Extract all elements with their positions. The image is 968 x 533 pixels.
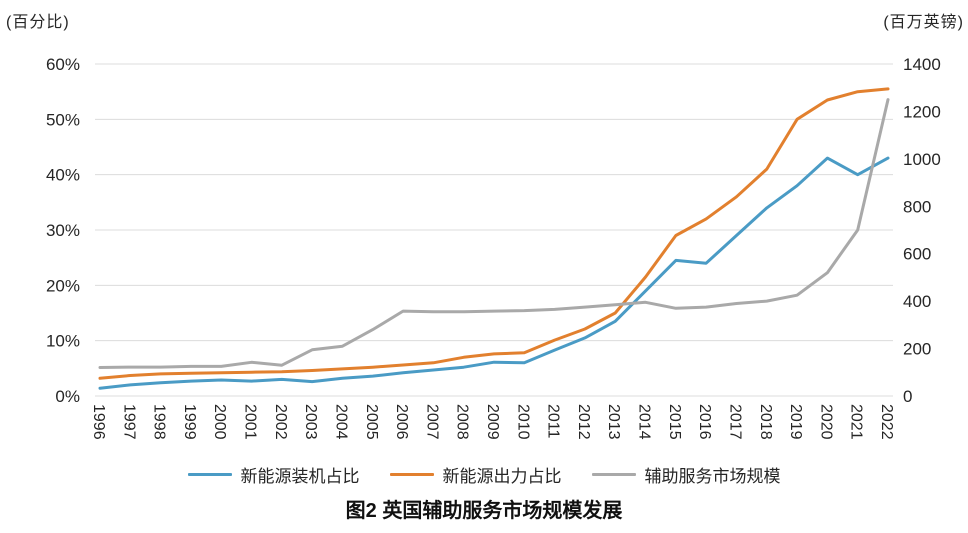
x-axis-tick-label: 2009 [484,404,501,440]
legend-line-output-share [389,473,434,476]
x-axis-tick-label: 2002 [272,404,289,440]
chart-caption: 图2 英国辅助服务市场规模发展 [345,500,623,522]
x-axis-tick-label: 2008 [454,404,471,440]
x-axis-tick-label: 2006 [393,404,410,440]
x-axis-tick-label: 2005 [363,404,380,440]
legend-line-market-size [591,473,636,476]
x-axis-tick-label: 1996 [90,404,107,440]
y-axis-tick-label-left: 0% [55,387,80,406]
y-axis-tick-label-left: 50% [46,110,80,129]
y-axis-tick-label-left: 30% [46,221,80,240]
series-line-installed-share [98,156,890,390]
x-axis-tick-label: 2004 [332,404,349,440]
x-axis-tick-label: 2017 [726,404,743,440]
line-chart: 0% 10% 20% 30% 40% 50% 60% 0 200 400 600 800 1000 120… [46,55,941,440]
y-axis-tick-label-left: 10% [46,332,80,351]
x-axis-tick-label: 2016 [696,404,713,440]
legend-label: 新能源装机占比 [240,467,360,486]
x-axis-tick-label: 2021 [848,404,865,440]
y-axis-tick-label-right: 0 [903,387,912,406]
y-axis-tick-label-right: 1000 [903,150,941,169]
x-axis-tick-label: 1999 [181,404,198,440]
x-axis-tick-label: 2011 [545,404,562,439]
x-axis-tick-label: 1997 [120,404,137,440]
x-axis-tick-label: 2013 [605,404,622,440]
legend-item-output-share: 新能源出力占比 [389,462,562,487]
x-axis-tick-label: 2020 [817,404,834,440]
legend-line-installed-share [187,473,232,476]
y-axis-tick-label-right: 800 [903,197,931,216]
y-axis-tick-label-right: 200 [903,340,931,359]
series-line-market-size [98,98,890,369]
x-axis-tick-label: 2018 [757,404,774,440]
y-axis-tick-label-right: 400 [903,292,931,311]
x-axis-tick-label: 2022 [878,404,895,440]
y-axis-tick-label-right: 600 [903,245,931,264]
legend-label: 辅助服务市场规模 [644,467,781,486]
x-axis-tick-label: 2015 [666,404,683,440]
left-axis-unit-label: (百分比) [6,14,70,31]
y-axis-tick-label-right: 1200 [903,102,941,121]
y-axis-tick-label-left: 60% [46,55,80,74]
right-axis-unit-label: (百万英镑) [883,14,964,31]
y-axis-tick-label-right: 1400 [903,55,941,74]
chart-legend: 新能源装机占比 新能源出力占比 辅助服务市场规模 [0,462,968,487]
series-line-output-share [98,87,890,380]
y-axis-tick-label-left: 20% [46,276,80,295]
x-axis-tick-label: 2003 [302,404,319,440]
x-axis-tick-label: 2010 [514,404,531,440]
legend-item-installed-share: 新能源装机占比 [187,462,360,487]
x-axis-tick-label: 1998 [151,404,168,440]
y-axis-tick-label-left: 40% [46,166,80,185]
x-axis-tick-label: 2007 [423,404,440,440]
x-axis-tick-label: 2012 [575,404,592,440]
x-axis-tick-label: 2000 [211,404,228,440]
x-axis-tick-label: 2019 [787,404,804,440]
x-axis-tick-label: 2014 [636,404,653,440]
x-axis-tick-label: 2001 [242,404,259,440]
legend-item-market-size: 辅助服务市场规模 [591,462,781,487]
legend-label: 新能源出力占比 [442,467,562,486]
